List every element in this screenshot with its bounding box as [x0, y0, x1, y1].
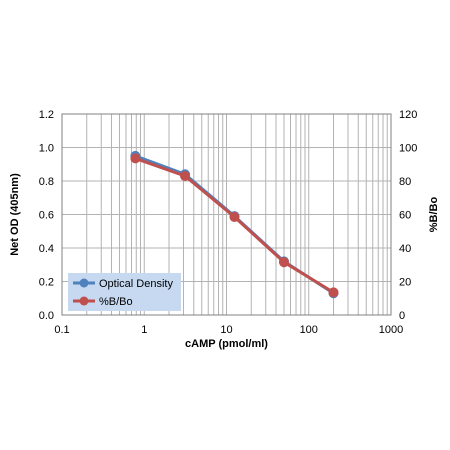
x-axis-title: cAMP (pmol/ml) — [185, 338, 268, 350]
x-tick-label: 100 — [300, 324, 318, 336]
data-point — [229, 212, 240, 223]
y2-tick-label: 20 — [399, 277, 411, 289]
x-tick-label: 1 — [141, 324, 147, 336]
y-tick-label: 0.4 — [39, 243, 54, 255]
plot-frame — [61, 113, 392, 316]
y-tick-label: 0.0 — [39, 310, 54, 322]
y-tick-label: 0.2 — [39, 277, 54, 289]
y2-tick-label: 0 — [399, 310, 405, 322]
series-layer — [130, 150, 339, 299]
series-percent-b-bo — [130, 153, 339, 298]
y2-tick-label: 80 — [399, 176, 411, 188]
data-point — [180, 170, 191, 181]
y2-tick-label: 100 — [399, 143, 417, 155]
legend-box — [68, 273, 181, 311]
data-point — [278, 257, 289, 268]
x-axis-ticks: 0.1 1 10 100 1000 — [54, 324, 403, 336]
data-point — [328, 287, 339, 298]
legend-swatch-marker — [79, 278, 89, 288]
left-axis-ticks: 0.0 0.2 0.4 0.6 0.8 1.0 1.2 — [39, 109, 54, 322]
legend-items: Optical Density %B/Bo — [73, 278, 173, 308]
y-tick-label: 0.6 — [39, 210, 54, 222]
y-axis-title: Net OD (405nm) — [9, 173, 21, 256]
legend-swatch-marker — [79, 296, 89, 306]
y-tick-label: 0.8 — [39, 176, 54, 188]
grid — [62, 114, 391, 315]
legend: Optical Density %B/Bo — [68, 273, 181, 311]
data-point — [130, 153, 141, 164]
legend-label: %B/Bo — [99, 296, 133, 308]
y2-tick-label: 40 — [399, 243, 411, 255]
legend-label: Optical Density — [99, 278, 173, 290]
y-tick-label: 1.2 — [39, 109, 54, 121]
y-tick-label: 1.0 — [39, 143, 54, 155]
x-tick-label: 0.1 — [54, 324, 69, 336]
y2-tick-label: 120 — [399, 109, 417, 121]
right-axis-ticks: 0 20 40 60 80 100 120 — [399, 109, 417, 322]
x-tick-label: 1000 — [379, 324, 403, 336]
x-tick-label: 10 — [220, 324, 232, 336]
y2-tick-label: 60 — [399, 210, 411, 222]
y2-axis-title: %B/Bo — [428, 197, 440, 233]
